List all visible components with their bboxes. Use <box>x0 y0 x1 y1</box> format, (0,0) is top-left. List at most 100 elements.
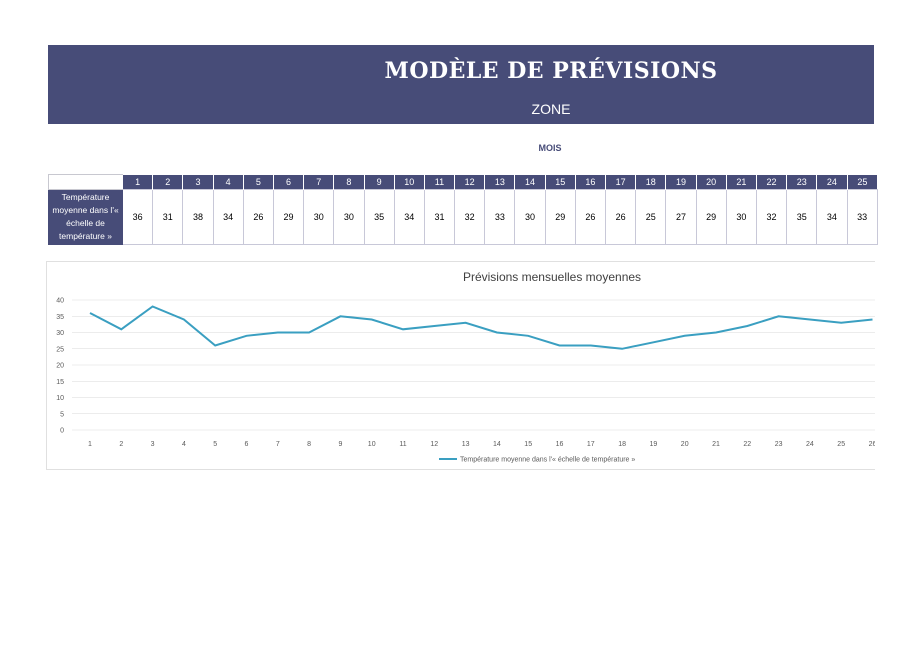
forecast-table: 1 2 3 4 5 6 7 8 9 10 11 12 13 14 15 16 17 18 19 20 21 22 23 24 2… <box>48 174 878 245</box>
month-header-row: 1 2 3 4 5 6 7 8 9 10 11 12 13 14 15 16 17 18 19 20 21 22 23 24 2… <box>48 174 878 190</box>
y-tick-label: 15 <box>56 379 64 386</box>
month-header-cell: 17 <box>604 174 636 190</box>
y-tick-label: 30 <box>56 330 64 337</box>
temperature-cell: 26 <box>604 189 637 245</box>
month-header-cell: 19 <box>665 174 697 190</box>
month-header-cell: 10 <box>393 174 425 190</box>
forecast-chart: Prévisions mensuelles moyennes 0 5 10 15 20 2… <box>46 261 875 470</box>
series-line <box>89 305 873 350</box>
x-tick-label: 14 <box>493 441 501 448</box>
y-tick-label: 5 <box>60 411 64 418</box>
temperature-cell: 30 <box>725 189 757 245</box>
month-header-cell: 12 <box>454 174 485 190</box>
x-tick-label: 19 <box>650 441 658 448</box>
chart-canvas: Prévisions mensuelles moyennes 051015202… <box>56 270 875 464</box>
header-banner: MODÈLE DE PRÉVISIONS ZONE <box>48 45 874 124</box>
y-tick-label: 20 <box>56 363 64 370</box>
temperature-cell: 35 <box>363 189 395 245</box>
x-tick-label: 11 <box>399 441 406 448</box>
page-title: MODÈLE DE PRÉVISIONS <box>384 58 718 84</box>
month-header-cell: 14 <box>514 174 546 190</box>
y-tick-label: 25 <box>56 346 64 353</box>
y-tick-label: 35 <box>56 314 64 321</box>
chart-legend: Température moyenne dans l'« échelle de … <box>439 457 635 464</box>
temperature-cell: 30 <box>333 189 365 245</box>
x-tick-label: 3 <box>151 441 155 448</box>
x-tick-label: 5 <box>213 441 217 448</box>
y-tick-label: 0 <box>60 428 64 435</box>
temperature-cell: 31 <box>423 189 456 245</box>
y-tick-label: 10 <box>56 395 64 402</box>
x-tick-label: 8 <box>307 441 311 448</box>
temperature-cell: 33 <box>484 189 516 245</box>
temperature-cell: 27 <box>665 189 697 245</box>
x-tick-label: 10 <box>368 441 376 448</box>
temperature-cell: 29 <box>272 189 305 245</box>
x-tick-label: 15 <box>524 441 532 448</box>
x-tick-label: 25 <box>837 441 845 448</box>
x-tick-label: 16 <box>556 441 564 448</box>
temperature-cell: 30 <box>514 189 546 245</box>
x-tick-label: 7 <box>276 441 280 448</box>
x-tick-label: 26 <box>869 441 875 448</box>
month-header-cell: 24 <box>816 174 847 190</box>
months-label: MOIS <box>538 143 562 153</box>
legend-label: Température moyenne dans l'« échelle de … <box>460 457 635 464</box>
month-header-cell: 9 <box>363 174 395 190</box>
table-corner-cell <box>48 174 123 190</box>
month-header-cell: 23 <box>786 174 817 190</box>
temperature-cell: 32 <box>454 189 486 245</box>
temperature-cell: 34 <box>393 189 425 245</box>
x-tick-label: 21 <box>712 441 720 448</box>
month-header-cell: 21 <box>725 174 757 190</box>
temperature-cell: 30 <box>303 189 335 245</box>
month-header-cell: 2 <box>152 174 183 190</box>
temperature-cell: 38 <box>182 189 214 245</box>
month-header-cell: 1 <box>121 174 153 190</box>
month-header-cell: 25 <box>846 174 878 190</box>
x-tick-label: 1 <box>88 441 92 448</box>
month-header-cell: 16 <box>574 174 606 190</box>
month-header-cell: 20 <box>695 174 727 190</box>
x-tick-label: 20 <box>681 441 689 448</box>
month-header-cell: 11 <box>423 174 455 190</box>
temperature-cell: 36 <box>121 189 154 245</box>
month-header-cell: 15 <box>544 174 576 190</box>
temperature-cell: 35 <box>786 189 818 245</box>
temperature-row: Température moyenne dans l'« échelle de … <box>48 189 878 245</box>
x-tick-label: 23 <box>775 441 783 448</box>
temperature-cell: 33 <box>846 189 878 245</box>
x-tick-label: 6 <box>245 441 249 448</box>
month-header-cell: 6 <box>272 174 304 190</box>
x-tick-label: 18 <box>618 441 626 448</box>
temperature-cell: 32 <box>755 189 788 245</box>
x-tick-label: 4 <box>182 441 186 448</box>
x-tick-label: 13 <box>462 441 470 448</box>
temperature-cell: 34 <box>212 189 244 245</box>
temperature-cell: 29 <box>544 189 576 245</box>
month-header-cell: 13 <box>484 174 515 190</box>
month-header-cell: 8 <box>333 174 364 190</box>
month-header-cell: 7 <box>303 174 334 190</box>
temperature-cell: 25 <box>635 189 667 245</box>
month-header-cell: 22 <box>755 174 787 190</box>
row-label-cell: Température moyenne dans l'« échelle de … <box>48 189 123 245</box>
temperature-cell: 31 <box>152 189 184 245</box>
x-tick-label: 9 <box>338 441 342 448</box>
month-header-cell: 3 <box>182 174 214 190</box>
temperature-cell: 26 <box>242 189 274 245</box>
chart-title: Prévisions mensuelles moyennes <box>463 270 641 284</box>
x-tick-label: 12 <box>430 441 438 448</box>
x-tick-label: 17 <box>587 441 595 448</box>
zone-subtitle: ZONE <box>531 101 571 117</box>
month-header-cell: 18 <box>635 174 666 190</box>
month-header-cell: 5 <box>242 174 274 190</box>
x-tick-label: 22 <box>743 441 751 448</box>
temperature-cell: 34 <box>816 189 848 245</box>
temperature-cell: 29 <box>695 189 727 245</box>
x-tick-label: 2 <box>119 441 123 448</box>
month-header-cell: 4 <box>212 174 244 190</box>
y-tick-label: 40 <box>56 298 64 305</box>
temperature-cell: 26 <box>574 189 607 245</box>
x-tick-label: 24 <box>806 441 814 448</box>
